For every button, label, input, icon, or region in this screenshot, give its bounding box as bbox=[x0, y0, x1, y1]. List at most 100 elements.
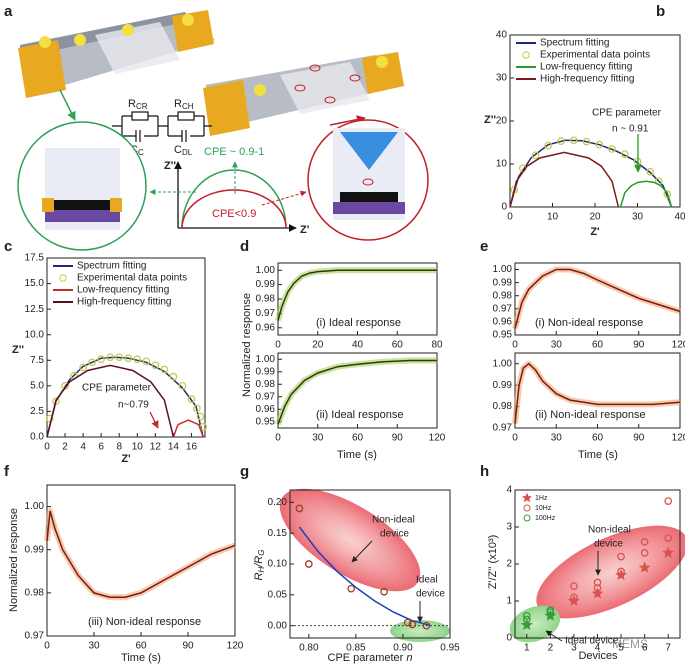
x-tick-label: 2 bbox=[62, 442, 68, 453]
legend-label: 100Hz bbox=[535, 515, 556, 522]
y-tick-label: 0.97 bbox=[256, 308, 276, 319]
y-tick-label: 1.00 bbox=[493, 264, 513, 275]
point bbox=[169, 372, 178, 381]
y-tick-label: 2.5 bbox=[30, 406, 44, 417]
y-tick-label: 0.96 bbox=[256, 322, 276, 333]
axis-label: Z' bbox=[300, 224, 310, 236]
point bbox=[557, 137, 565, 146]
x-axis-label: Time (s) bbox=[121, 652, 161, 664]
point bbox=[522, 615, 531, 624]
x-tick-label: 20 bbox=[312, 340, 324, 351]
legend-label: Low-frequency fitting bbox=[77, 285, 169, 296]
x-tick-label: 120 bbox=[672, 433, 685, 444]
annotation: device bbox=[416, 589, 445, 600]
legend-label: Low-frequency fitting bbox=[540, 62, 632, 73]
x-tick-label: 0 bbox=[44, 641, 50, 652]
y-tick-label: 0.97 bbox=[25, 631, 45, 642]
y-tick-label: 0.98 bbox=[25, 587, 45, 598]
x-tick-label: 30 bbox=[632, 212, 644, 223]
x-axis-label: Z' bbox=[590, 226, 600, 238]
x-axis-label: CPE parameter n bbox=[328, 652, 413, 664]
legend-label: Spectrum fitting bbox=[540, 38, 609, 49]
x-tick-label: 30 bbox=[312, 433, 324, 444]
particle bbox=[182, 14, 194, 26]
y-tick-label: 0.98 bbox=[256, 379, 276, 390]
y-tick-label: 0.98 bbox=[493, 290, 513, 301]
y-tick-label: 7.5 bbox=[30, 355, 44, 366]
y-tick-label: 5.0 bbox=[30, 380, 44, 391]
point bbox=[544, 141, 553, 150]
x-tick-label: 90 bbox=[392, 433, 404, 444]
point bbox=[531, 151, 540, 160]
cpe-ideal: CPE ~ 0.9-1 bbox=[204, 146, 264, 158]
annotation: (ii) Non-ideal response bbox=[535, 409, 646, 421]
point bbox=[617, 567, 625, 576]
annotation: Non-ideal bbox=[372, 515, 415, 526]
x-tick-label: 120 bbox=[227, 641, 244, 652]
legend-label: Experimental data points bbox=[77, 273, 187, 284]
schematic: RCR RCH CC CDL Z'' Z' CPE ~ 0.9-1 CPE<0.… bbox=[17, 10, 429, 251]
x-tick-label: 90 bbox=[182, 641, 194, 652]
point bbox=[380, 587, 388, 596]
annotation: (i) Ideal response bbox=[316, 317, 401, 329]
x-tick-label: 0 bbox=[507, 212, 513, 223]
y-tick-label: 1.00 bbox=[256, 354, 276, 365]
point bbox=[595, 140, 604, 149]
y-tick-label: 0.99 bbox=[25, 544, 45, 555]
x-tick-label: 40 bbox=[352, 340, 364, 351]
point bbox=[403, 618, 412, 627]
panel-label: f bbox=[4, 463, 10, 480]
x-tick-label: 0 bbox=[512, 433, 518, 444]
panel-label: a bbox=[4, 3, 13, 20]
y-tick-label: 1.00 bbox=[256, 265, 276, 276]
film bbox=[280, 62, 370, 114]
layer bbox=[340, 192, 398, 202]
point bbox=[640, 537, 649, 546]
point bbox=[79, 363, 87, 372]
point bbox=[52, 397, 60, 406]
point bbox=[88, 358, 96, 367]
point bbox=[646, 167, 655, 176]
y-tick-label: 0.20 bbox=[268, 497, 288, 508]
y-tick-label: 2 bbox=[506, 559, 512, 570]
x-tick-label: 6 bbox=[98, 442, 104, 453]
curve bbox=[514, 268, 681, 329]
point bbox=[160, 365, 169, 374]
panel-label: e bbox=[480, 238, 488, 255]
y-tick-label: 1 bbox=[506, 596, 512, 607]
circuit-label: CDL bbox=[174, 144, 193, 157]
x-tick-label: 0 bbox=[44, 442, 50, 453]
curve bbox=[509, 151, 620, 208]
point bbox=[570, 582, 578, 591]
circuit-label: RCR bbox=[128, 98, 148, 111]
x-tick-label: 2 bbox=[548, 643, 554, 654]
y-tick-label: 0 bbox=[501, 202, 507, 213]
panel-label: c bbox=[4, 238, 12, 255]
cpe-nonideal: CPE<0.9 bbox=[212, 208, 256, 220]
point bbox=[546, 606, 555, 615]
point bbox=[617, 552, 625, 561]
y-tick-label: 17.5 bbox=[25, 253, 45, 264]
y-tick-label: 20 bbox=[496, 116, 508, 127]
legend-marker bbox=[59, 274, 67, 282]
label-part: /R bbox=[253, 556, 265, 568]
x-axis-label: Time (s) bbox=[578, 449, 618, 461]
y-tick-label: 12.5 bbox=[25, 304, 45, 315]
defect bbox=[362, 178, 374, 186]
x-tick-label: 14 bbox=[168, 442, 180, 453]
y-tick-label: 0.00 bbox=[268, 620, 288, 631]
curve bbox=[514, 362, 681, 424]
annotation: n ~ 0.91 bbox=[612, 124, 649, 135]
x-tick-label: 30 bbox=[551, 340, 563, 351]
axis-label: Z'' bbox=[164, 160, 176, 172]
label-part: G bbox=[257, 550, 266, 556]
plot-frame bbox=[46, 484, 236, 637]
point bbox=[45, 414, 54, 423]
annotation-arrow bbox=[149, 411, 159, 429]
legend-label: 10Hz bbox=[535, 505, 552, 512]
x-tick-label: 0 bbox=[275, 340, 281, 351]
point bbox=[124, 354, 133, 363]
point bbox=[187, 395, 196, 404]
y-tick-label: 0.95 bbox=[493, 330, 513, 341]
